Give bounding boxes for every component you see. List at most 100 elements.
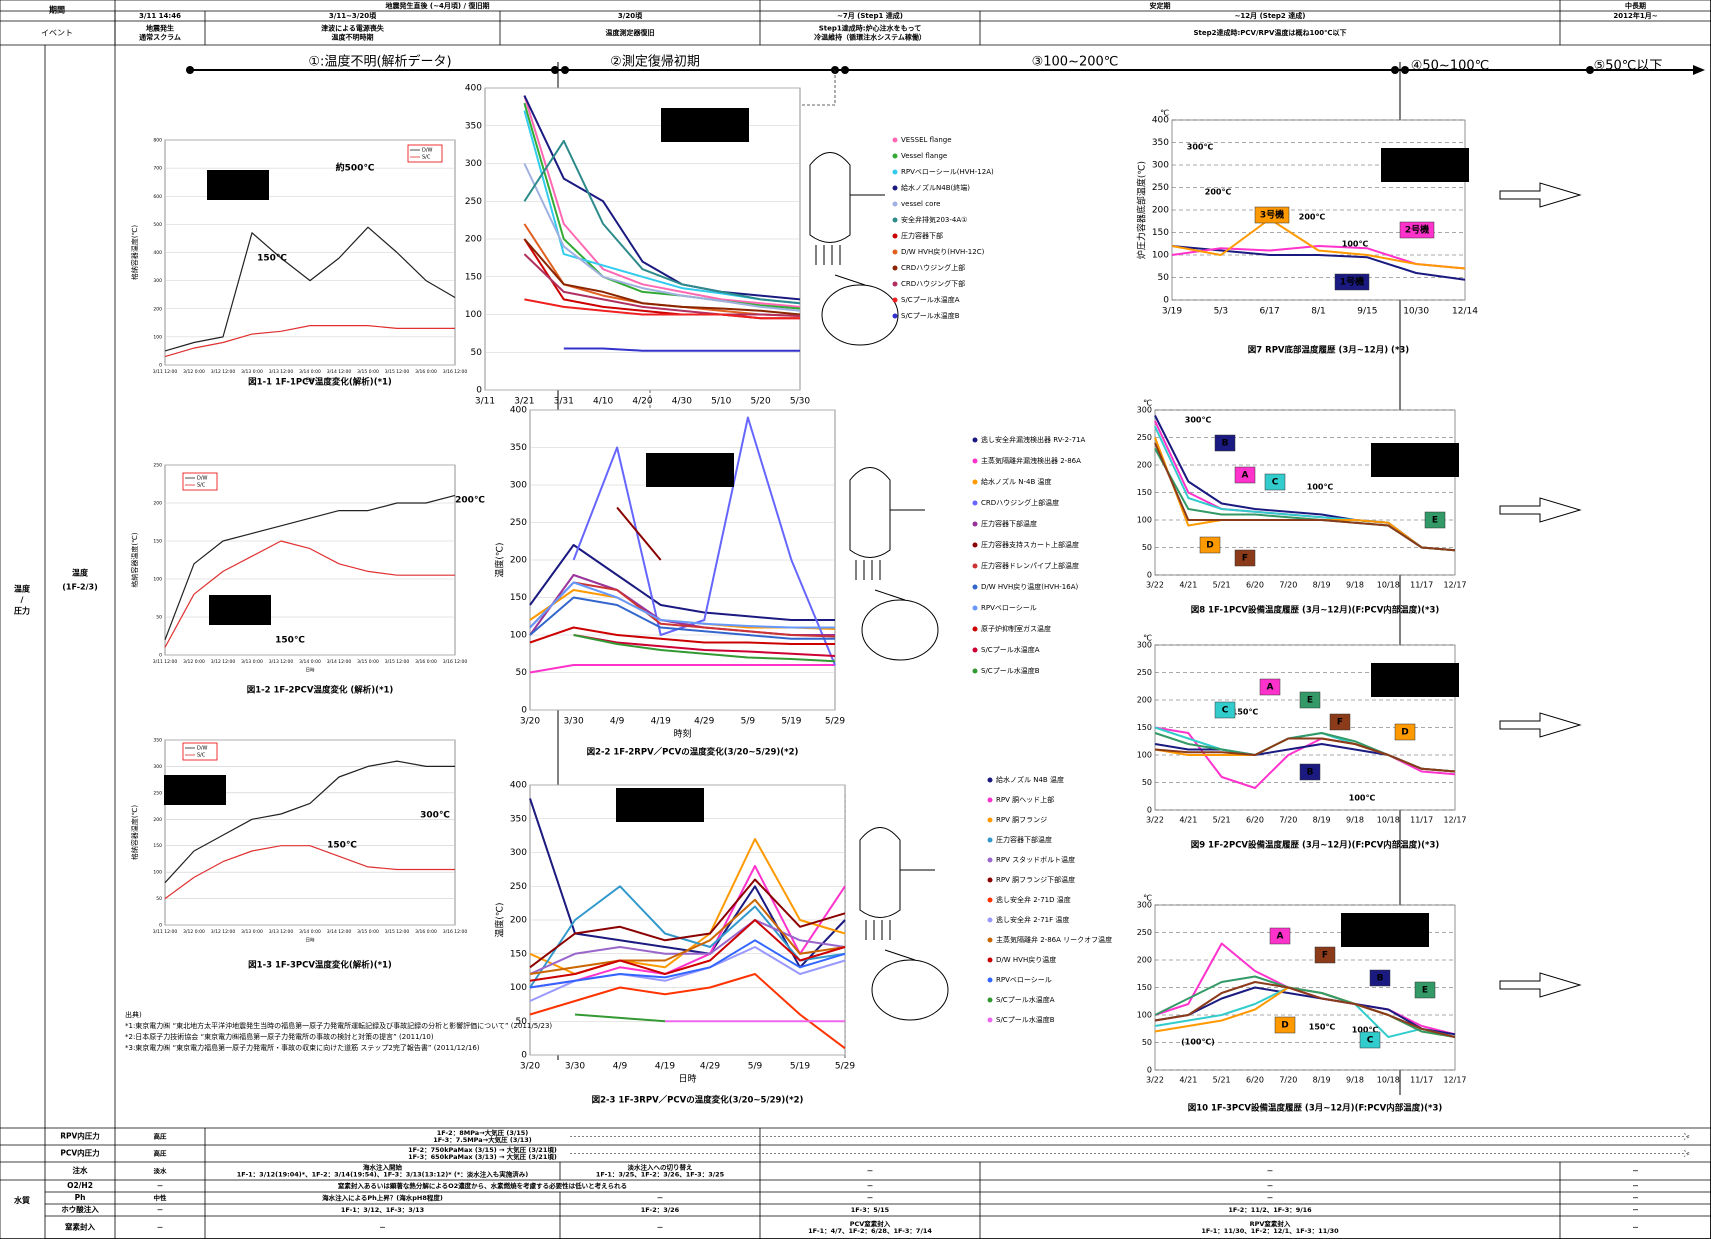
table-cell: － [1632,1194,1639,1202]
x-tick-label: 3/22 [1146,581,1164,590]
legend-marker [988,918,993,923]
legend-marker [973,459,978,464]
legend-label: vessel core [901,200,940,208]
legend-marker [973,438,978,443]
period: 3/11~3/20頃 [329,11,377,20]
period-label: 期間 [49,5,65,15]
legend-marker [988,898,993,903]
x-tick-label: 9/18 [1346,816,1364,825]
legend-marker [893,298,898,303]
x-tick-label: 9/15 [1357,307,1377,317]
legend-marker [988,978,993,983]
chart-title: (解析) [182,790,208,802]
y-tick-label: 100 [153,870,162,876]
legend-label: S/Cプール水温度B [996,1015,1055,1024]
side-label: 温度 [72,568,89,578]
x-tick-label: 3/20 [520,717,540,727]
chart-title-box [616,788,704,822]
y-tick-label: 300 [1152,161,1169,171]
x-tick-label: 3/12 12:00 [211,929,236,935]
page: 期間イベント地震発生直後 (~4月頃) / 復旧期安定期中長期3/11 14:4… [0,0,1711,1239]
y-tick-label: 50 [471,348,483,358]
x-tick-label: 12/17 [1443,581,1466,590]
legend-label: C [1367,1036,1374,1046]
y-tick-label: 150 [1137,723,1152,732]
y-tick-label: 50 [1142,778,1152,787]
annotation: (100℃) [1181,1038,1215,1047]
y-tick-label: 250 [1152,183,1169,193]
y-axis-label: 格納容器温度(℃) [130,532,139,588]
phase-marker [561,66,569,74]
x-tick-label: 4/19 [655,1062,675,1072]
annotation: 100℃ [1307,483,1334,492]
x-tick-label: 5/21 [1213,816,1231,825]
x-tick-label: 3/14 0:00 [299,659,321,665]
phase-label: ⑤50℃以下 [1594,59,1663,74]
table-cell: － [157,1206,164,1214]
plot-area [165,465,455,655]
chart-caption: 図2-2 1F-2RPV／PCVの温度変化(3/20~5/29)(*2) [587,747,799,758]
y-tick-label: 400 [510,406,527,416]
legend-label: D/W [197,476,208,482]
x-tick-label: 3/13 0:00 [241,369,263,375]
period: 3/20頃 [618,11,643,20]
y-tick-label: 200 [153,501,162,507]
x-tick-label: 5/10 [711,397,731,407]
x-tick-label: 3/14 12:00 [327,659,352,665]
legend-marker [988,998,993,1003]
table-cell: － [1632,1182,1639,1190]
y-tick-label: 100 [465,310,482,320]
x-tick-label: 11/17 [1410,816,1433,825]
table-cell: 1F-3：7.5MPa→大気圧 (3/13) [433,1135,532,1144]
source-note: *2:日本原子力技術協会 “東京電力㈱福島第一原子力発電所の事故の検討と対策の提… [125,1032,434,1041]
legend-marker [893,138,898,143]
y-tick-label: 250 [1137,433,1152,442]
legend-label: 逃し安全弁漏洩検出器 RV-2-71A [981,435,1085,444]
legend-label: 逃し安全弁 2-71D 温度 [996,895,1071,904]
legend-label: A [1267,683,1274,693]
y-tick-label: 50 [1142,543,1152,552]
table-cell: 1F-3：650kPaMax (3/13) → 大気圧 (3/21頃) [408,1152,557,1161]
x-tick-label: 3/15 0:00 [357,659,379,665]
y-tick-label: 200 [510,556,527,566]
chart-title-box [1381,148,1469,182]
y-axis-label: 格納容器温度(℃) [130,805,139,861]
y-tick-label: 250 [1137,928,1152,937]
legend-label: 圧力容器ドレンパイプ上部温度 [981,561,1079,570]
y-tick-label: 150 [510,949,527,959]
period: ~7月 (Step1 達成) [837,11,903,20]
x-tick-label: 5/9 [748,1062,763,1072]
y-tick-label: 300 [510,481,527,491]
phase-label: ③100~200℃ [1032,55,1119,70]
legend-label: S/Cプール水温度A [901,295,960,304]
y-tick-label: 100 [153,577,162,583]
chart-title: 1F-3 RPV/PCV [625,795,694,805]
y-tick-label: 250 [510,518,527,528]
chart-title: (測定) [1402,460,1428,472]
x-axis-label: 日時 [306,378,315,384]
legend-label: F [1322,951,1328,961]
annotation: 150℃ [1232,708,1259,717]
legend-marker [988,858,993,863]
x-tick-label: 3/14 12:00 [327,929,352,935]
x-tick-label: 5/19 [790,1062,810,1072]
legend-label: 給水ノズルN4B(終端) [901,183,970,192]
row-label: 注水 [73,1165,88,1175]
y-tick-label: 350 [153,738,162,744]
phase-label: ②測定復帰初期 [610,54,700,70]
y-tick-label: 300 [153,278,162,284]
x-tick-label: 3/14 0:00 [299,929,321,935]
phase-marker [1401,66,1409,74]
event: Step2達成時:PCV/RPV温度は概ね100℃以下 [1193,28,1346,37]
legend-label: D [1206,541,1213,551]
y-tick-label: 0 [521,1051,527,1061]
legend-label: D/W HVH戻り(HVH-12C) [901,247,985,256]
chart-title: 1F-1/2/3 RPV [1393,155,1458,165]
event: Step1達成時:炉心注水をもって [819,24,921,33]
legend-label: S/Cプール水温度B [901,311,960,320]
x-tick-label: 4/21 [1179,1076,1197,1085]
x-tick-label: 5/20 [751,397,771,407]
x-tick-label: 7/20 [1279,1076,1297,1085]
phase-marker [841,66,849,74]
table-cell: 中性 [154,1193,168,1202]
